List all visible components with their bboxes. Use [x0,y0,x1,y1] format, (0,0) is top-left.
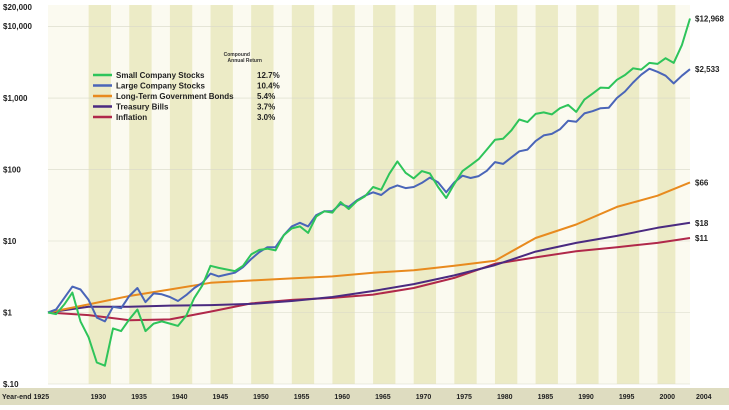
x-tick-label: 1940 [172,394,188,401]
year-band [657,5,676,384]
x-tick-label: 2000 [659,394,675,401]
series-line-small-company-stocks [47,18,691,367]
legend-label: Treasury Bills [116,103,169,112]
year-band [576,5,599,384]
x-tick-label: 1950 [253,394,269,401]
year-band [494,5,518,384]
series-line-inflation [47,237,691,322]
legend-label: Small Company Stocks [116,71,205,80]
end-labels: $12,968 $2,533 $66 $18 $11 [695,14,724,243]
legend-return: 5.4% [257,92,275,101]
year-band [251,5,274,384]
x-axis-band [0,388,729,405]
x-tick-label: 1965 [375,394,391,401]
legend-return: 12.7% [257,71,280,80]
y-tick-label: $20,000 [3,3,32,12]
year-band [413,5,437,384]
x-tick-label: 1970 [416,394,432,401]
y-tick-label: $1 [3,309,12,318]
x-tick-label: 1945 [213,394,229,401]
legend-return: 10.4% [257,82,280,91]
x-tick-label: Year-end 1925 [2,394,49,401]
x-tick-label: 1985 [538,394,554,401]
series-lines [47,18,691,367]
gridlines [48,26,690,385]
series-line-large-company-stocks [47,67,691,323]
end-value-label: $12,968 [695,14,724,23]
end-value-label: $66 [695,178,709,187]
x-axis: Year-end 1925 1930 1935 1940 1945 1950 1955 196… [0,388,729,405]
end-value-label: $18 [695,219,709,228]
legend-return: 3.0% [257,113,275,122]
x-tick-label: 1960 [334,394,350,401]
series-line-long-term-government-bonds [47,181,691,314]
end-value-label: $11 [695,234,708,243]
legend-label: Long-Term Government Bonds [116,92,234,101]
y-axis-ticks: $20,000 $10,000 $1,000 $100 $10 $1 $.10 [3,3,32,389]
y-tick-label: $10,000 [3,22,32,31]
x-tick-label: 1955 [294,394,310,401]
legend-label: Inflation [116,113,147,122]
end-value-label: $2,533 [695,65,720,74]
legend-return: 3.7% [257,103,275,112]
legend-header: Compound Annual Return [224,52,262,64]
year-band [291,5,315,384]
year-band [373,5,396,384]
x-tick-label: 1935 [131,394,147,401]
year-band [332,5,355,384]
year-band [535,5,558,384]
y-tick-label: $100 [3,166,21,175]
year-band [210,5,233,384]
x-tick-label: 1980 [497,394,513,401]
x-tick-label: 1975 [456,394,472,401]
x-tick-label: 2004 [696,394,712,401]
year-band [454,5,477,384]
legend-label: Large Company Stocks [116,82,205,91]
series-line-treasury-bills [47,221,691,314]
year-band [88,5,111,384]
y-tick-label: $.10 [3,380,19,389]
year-band [169,5,193,384]
x-tick-label: 1990 [578,394,594,401]
year-band [129,5,152,384]
year-band [616,5,640,384]
x-tick-label: 1930 [91,394,107,401]
y-tick-label: $1,000 [3,94,28,103]
y-tick-label: $10 [3,237,17,246]
legend: Compound Annual Return Small Company Stock… [93,52,280,122]
x-tick-label: 1995 [619,394,635,401]
